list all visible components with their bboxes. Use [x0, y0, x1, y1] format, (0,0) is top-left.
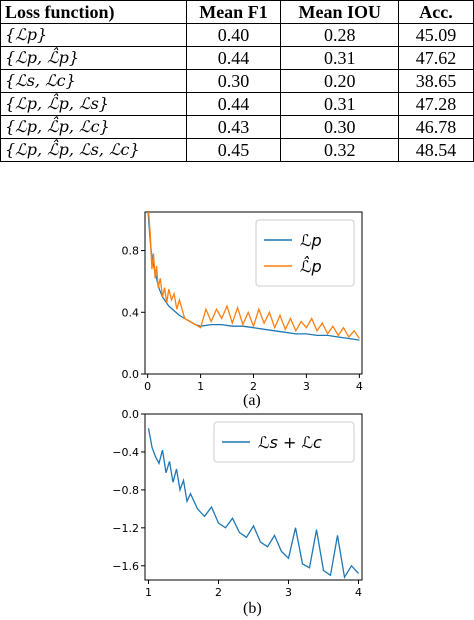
- y-tick-label: 0.0: [122, 408, 140, 421]
- cell-loss: {ℒp, ℒ̂p, ℒs, ℒc}: [0, 138, 187, 162]
- cell-loss: {ℒp, ℒ̂p, ℒs}: [0, 92, 187, 116]
- cell-iou: 0.31: [280, 92, 400, 116]
- x-tick-label: 4: [356, 380, 363, 393]
- caption-b: (b): [243, 600, 262, 617]
- series-line-1: [148, 212, 360, 339]
- y-tick-label: −1.6: [112, 560, 139, 573]
- loss-chart-b: 1 2 3 4 0.0 −0.4 −0.8 −1.2 −1.6 ℒs + ℒc: [112, 408, 363, 599]
- cell-iou: 0.30: [280, 115, 400, 139]
- cell-loss: {ℒp, ℒ̂p, ℒc}: [0, 115, 187, 139]
- x-tick-label: 4: [355, 586, 362, 599]
- header-mean-f1: Mean F1: [185, 0, 282, 24]
- plot-frame: [144, 413, 363, 581]
- x-tick-label: 0: [144, 380, 151, 393]
- y-tick-label: −0.8: [112, 484, 139, 497]
- caption-a: (a): [243, 392, 261, 409]
- cell-loss: {ℒp, ℒ̂p}: [0, 46, 187, 70]
- legend-box: [213, 421, 355, 463]
- legend-box: [255, 219, 355, 287]
- y-tick-label: 0.4: [122, 306, 140, 319]
- table-row: {ℒp, ℒ̂p} 0.44 0.31 47.62: [0, 46, 474, 70]
- cell-iou: 0.20: [280, 69, 400, 93]
- table-row: {ℒp, ℒ̂p, ℒs} 0.44 0.31 47.28: [0, 92, 474, 116]
- legend-label-1: ℒ̂p: [300, 256, 322, 276]
- x-tick-label: 1: [197, 380, 204, 393]
- header-mean-iou: Mean IOU: [280, 0, 400, 24]
- cell-f1: 0.44: [185, 46, 282, 70]
- cell-f1: 0.44: [185, 92, 282, 116]
- cell-iou: 0.32: [280, 138, 400, 162]
- cell-acc: 48.54: [398, 138, 474, 162]
- cell-acc: 45.09: [398, 23, 474, 47]
- x-tick-label: 3: [303, 380, 310, 393]
- cell-acc: 47.62: [398, 46, 474, 70]
- loss-chart-a: 0 1 2 3 4 0.0 0.4 0.8 ℒp ℒ̂p: [122, 211, 363, 393]
- series-line-0: [147, 428, 359, 580]
- x-tick-label: 3: [285, 586, 292, 599]
- cell-loss: {ℒp}: [0, 23, 187, 47]
- legend-label-0: ℒs + ℒc: [258, 433, 322, 452]
- cell-loss: {ℒs, ℒc}: [0, 69, 187, 93]
- cell-f1: 0.45: [185, 138, 282, 162]
- y-tick-label: 0.0: [122, 368, 140, 381]
- header-accuracy: Acc.: [398, 0, 474, 24]
- cell-iou: 0.28: [280, 23, 400, 47]
- legend-label-0: ℒp: [300, 231, 322, 250]
- cell-acc: 38.65: [398, 69, 474, 93]
- table-row: {ℒp, ℒ̂p, ℒc} 0.43 0.30 46.78: [0, 115, 474, 139]
- cell-acc: 47.28: [398, 92, 474, 116]
- cell-iou: 0.31: [280, 46, 400, 70]
- cell-f1: 0.40: [185, 23, 282, 47]
- table-header-row: Loss function) Mean F1 Mean IOU Acc.: [0, 0, 474, 24]
- header-loss-function: Loss function): [0, 0, 187, 24]
- table-row: {ℒs, ℒc} 0.30 0.20 38.65: [0, 69, 474, 93]
- x-tick-label: 2: [215, 586, 222, 599]
- cell-acc: 46.78: [398, 115, 474, 139]
- cell-f1: 0.30: [185, 69, 282, 93]
- table-row: {ℒp} 0.40 0.28 45.09: [0, 23, 474, 47]
- x-tick-label: 2: [250, 380, 257, 393]
- cell-f1: 0.43: [185, 115, 282, 139]
- y-tick-label: −0.4: [112, 446, 139, 459]
- table-row: {ℒp, ℒ̂p, ℒs, ℒc} 0.45 0.32 48.54: [0, 138, 474, 162]
- results-table: Loss function) Mean F1 Mean IOU Acc. {ℒp…: [0, 0, 474, 162]
- y-tick-label: 0.8: [122, 245, 140, 258]
- y-tick-label: −1.2: [112, 522, 139, 535]
- x-tick-label: 1: [145, 586, 152, 599]
